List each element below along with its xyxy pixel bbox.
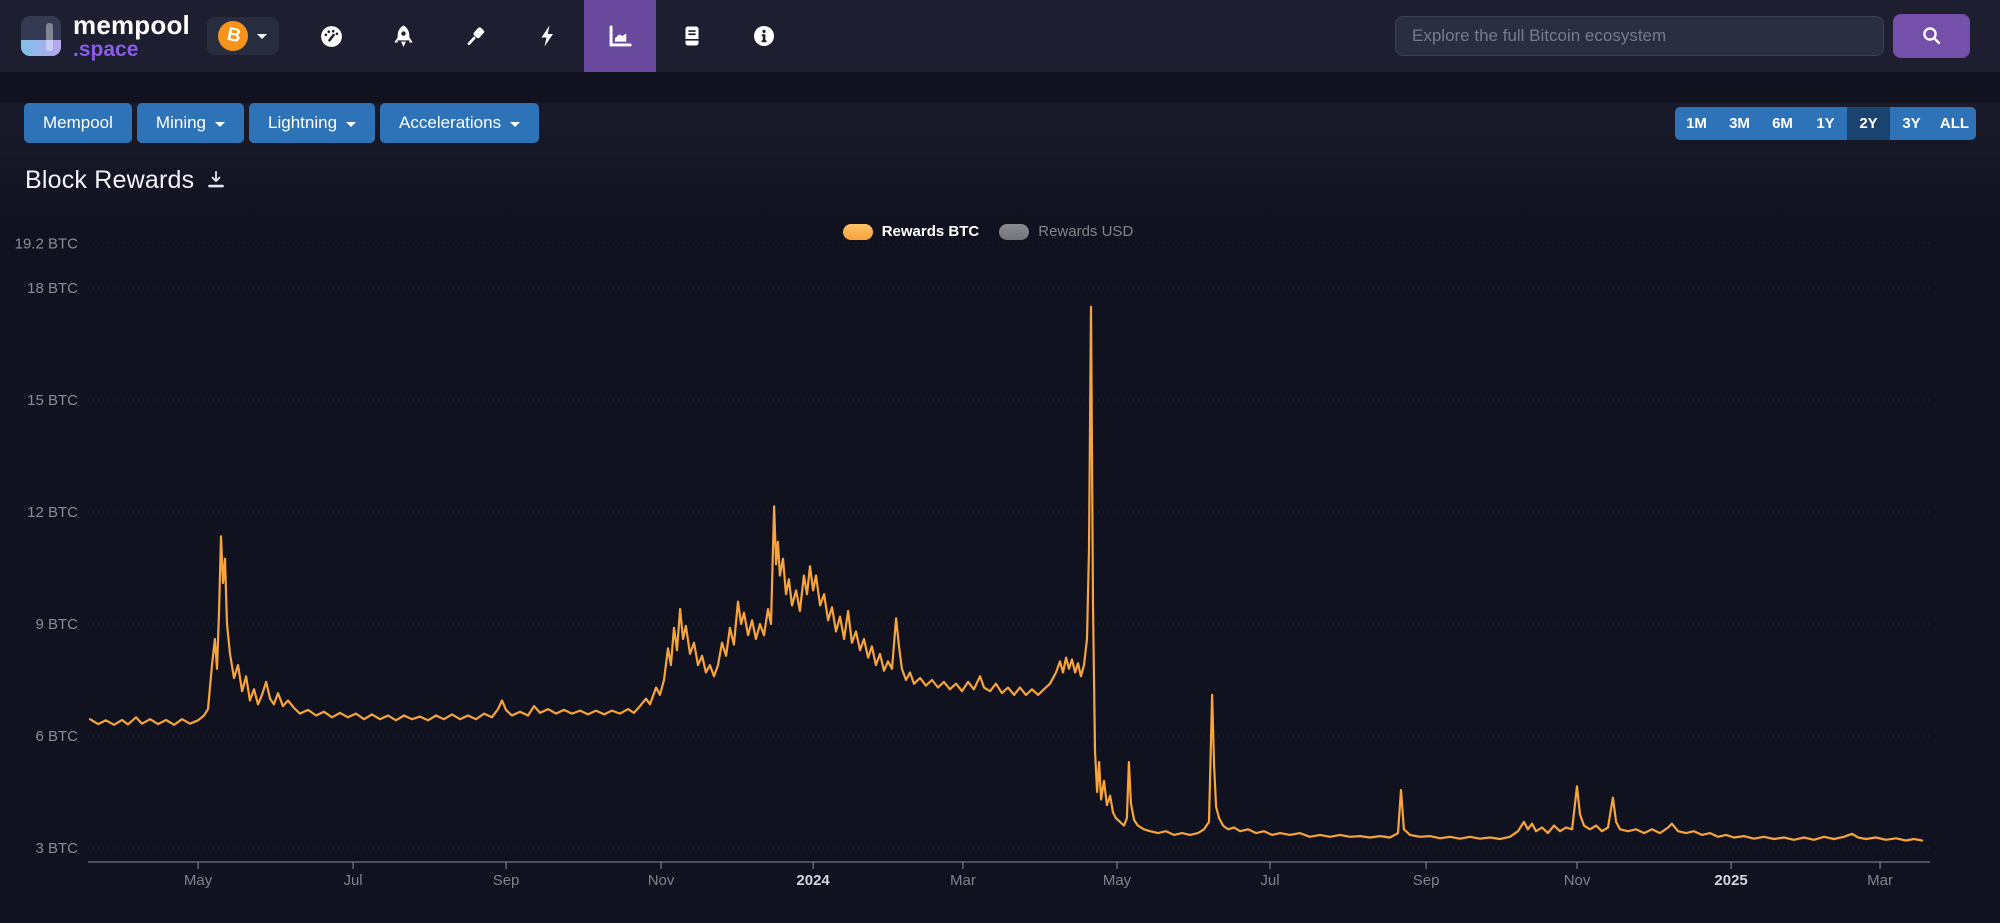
x-axis-label: Jul bbox=[1260, 872, 1279, 889]
chart-area-icon bbox=[610, 24, 633, 46]
download-chart-button[interactable] bbox=[205, 169, 227, 191]
nav-tab-mining[interactable] bbox=[440, 0, 512, 72]
nav-tab-graphs[interactable] bbox=[583, 0, 656, 72]
menu-label: Mempool bbox=[43, 113, 113, 132]
legend-item-rewards-btc[interactable]: Rewards BTC bbox=[842, 223, 980, 240]
rocket-icon bbox=[394, 24, 414, 47]
nav-tab-about[interactable] bbox=[728, 0, 800, 72]
x-axis-label: Jul bbox=[343, 872, 362, 889]
nav-tab-acceleration[interactable] bbox=[368, 0, 440, 72]
y-axis-label: 6 BTC bbox=[35, 728, 78, 745]
dashboard-gauge-icon bbox=[321, 25, 343, 47]
range-2y-button[interactable]: 2Y bbox=[1847, 106, 1890, 140]
range-all-button[interactable]: ALL bbox=[1933, 107, 1976, 140]
network-selector[interactable]: B bbox=[206, 17, 279, 55]
brand-tld: .space bbox=[73, 38, 139, 61]
mining-hammer-icon bbox=[468, 26, 485, 45]
x-axis-label: May bbox=[184, 872, 213, 889]
download-icon bbox=[208, 171, 225, 188]
x-axis-label: May bbox=[1103, 872, 1132, 889]
menu-label: Lightning bbox=[268, 113, 338, 132]
menu-lightning-dropdown[interactable]: Lightning bbox=[249, 103, 376, 143]
time-range-selector: 1M 3M 6M 1Y 2Y 3Y ALL bbox=[1675, 106, 1976, 140]
y-axis-label: 15 BTC bbox=[27, 392, 78, 409]
mempool-logo-icon bbox=[21, 16, 61, 56]
nav-tab-lightning[interactable] bbox=[512, 0, 584, 72]
legend-label: Rewards USD bbox=[1038, 223, 1134, 240]
y-axis-label: 9 BTC bbox=[35, 616, 78, 633]
chevron-down-icon bbox=[257, 33, 268, 39]
x-axis-label: Nov bbox=[1564, 872, 1591, 889]
chart-legend: Rewards BTC Rewards USD bbox=[0, 223, 1988, 240]
menu-accelerations-dropdown[interactable]: Accelerations bbox=[380, 103, 540, 143]
legend-swatch-btc bbox=[842, 223, 873, 240]
range-1m-button[interactable]: 1M bbox=[1675, 107, 1718, 140]
logo-bar bbox=[46, 23, 53, 51]
range-1y-button[interactable]: 1Y bbox=[1804, 107, 1847, 140]
top-navbar: mempool .space B bbox=[0, 0, 2000, 72]
search-icon bbox=[1922, 27, 1940, 45]
chevron-down-icon bbox=[215, 121, 226, 127]
y-axis-label: 19.2 BTC bbox=[15, 235, 79, 252]
x-axis-label: Sep bbox=[493, 872, 520, 889]
menu-mempool-button[interactable]: Mempool bbox=[24, 103, 132, 143]
docs-book-icon bbox=[685, 26, 699, 46]
y-axis-label: 18 BTC bbox=[27, 280, 78, 297]
legend-label: Rewards BTC bbox=[881, 223, 980, 240]
menu-label: Mining bbox=[155, 113, 207, 132]
chevron-down-icon bbox=[346, 121, 357, 127]
bitcoin-coin-icon: B bbox=[218, 21, 249, 51]
search-button[interactable] bbox=[1893, 14, 1970, 58]
lightning-bolt-icon bbox=[541, 25, 553, 47]
brand-name: mempool bbox=[73, 10, 190, 40]
brand-logo[interactable]: mempool .space bbox=[21, 12, 190, 60]
legend-swatch-usd bbox=[999, 223, 1030, 240]
range-3m-button[interactable]: 3M bbox=[1718, 107, 1761, 140]
block-rewards-chart[interactable]: Rewards BTC Rewards USD 19.2 BTC 18 BTC 15… bbox=[0, 195, 2000, 895]
x-axis-label: Nov bbox=[648, 872, 675, 889]
brand-wordmark: mempool .space bbox=[73, 12, 190, 60]
logo-gradient bbox=[21, 40, 61, 56]
legend-item-rewards-usd[interactable]: Rewards USD bbox=[999, 223, 1133, 240]
menu-label: Accelerations bbox=[399, 113, 502, 132]
search-input[interactable] bbox=[1395, 16, 1884, 56]
chevron-down-icon bbox=[510, 121, 521, 127]
x-axis-label: Sep bbox=[1413, 872, 1440, 889]
range-3y-button[interactable]: 3Y bbox=[1890, 107, 1933, 140]
y-axis-label: 3 BTC bbox=[35, 840, 78, 857]
x-axis-label: 2025 bbox=[1714, 872, 1747, 889]
rewards-btc-line bbox=[88, 305, 1924, 842]
page-content: Mempool Mining Lightning Accelerations 1… bbox=[0, 103, 2000, 923]
graphs-toolbar: Mempool Mining Lightning Accelerations 1… bbox=[0, 103, 2000, 143]
y-axis-label: 12 BTC bbox=[27, 504, 78, 521]
x-axis-label: Mar bbox=[950, 872, 976, 889]
nav-icon-tabs bbox=[296, 0, 800, 72]
bitcoin-b-glyph: B bbox=[224, 23, 243, 48]
nav-tab-docs[interactable] bbox=[656, 0, 728, 72]
menu-mining-dropdown[interactable]: Mining bbox=[136, 103, 245, 143]
x-axis-label: Mar bbox=[1867, 872, 1893, 889]
nav-tab-dashboard[interactable] bbox=[296, 0, 368, 72]
x-axis-label: 2024 bbox=[796, 872, 830, 889]
search-area bbox=[1395, 14, 2000, 58]
info-circle-icon bbox=[753, 26, 774, 46]
chart-plot-area[interactable]: 19.2 BTC 18 BTC 15 BTC 12 BTC 9 BTC 6 BTC 3 BT… bbox=[0, 195, 2000, 895]
range-6m-button[interactable]: 6M bbox=[1761, 107, 1804, 140]
page-title: Block Rewards bbox=[25, 165, 195, 194]
chart-header: Block Rewards bbox=[25, 165, 2000, 195]
